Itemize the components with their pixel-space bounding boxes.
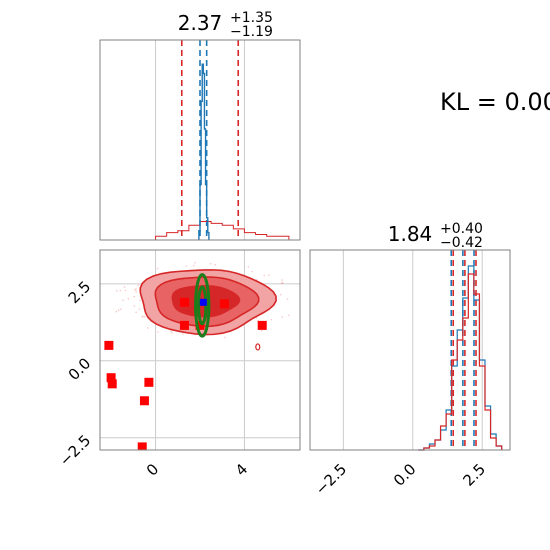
joint-sample-dot — [127, 298, 130, 300]
joint-sample-dot — [185, 265, 188, 267]
joint-sample-dot — [182, 333, 184, 335]
joint-y-tick-labels: 2.5 0.0 −2.5 — [56, 277, 94, 469]
joint-sample-dot — [251, 270, 253, 273]
joint-sample-dot — [281, 282, 283, 285]
joint-sample-dot — [134, 288, 136, 291]
right-marginal-panel: 1.84 +0.40 −0.42 −2.5 0.0 2.5 — [309, 221, 511, 499]
joint-sample-dot — [194, 261, 196, 264]
right-title-lower: −0.42 — [440, 235, 483, 251]
joint-sample-dot — [122, 299, 124, 302]
right-marginal-red-quantile-lines — [452, 250, 477, 450]
top-marginal-title: 2.37 — [178, 11, 223, 35]
joint-x-tick-0: 0 — [143, 460, 162, 479]
top-blue-histogram — [198, 63, 210, 240]
joint-y-tick-1: 0.0 — [65, 354, 95, 384]
joint-sample-dot — [138, 308, 141, 310]
joint-sample-dot — [139, 299, 141, 302]
joint-red-square-6 — [106, 373, 116, 383]
top-marginal-frame — [99, 39, 301, 241]
joint-sample-dot — [247, 266, 250, 268]
top-marginal-histograms — [122, 63, 290, 241]
joint-sample-dot — [170, 330, 172, 333]
joint-sample-dot — [124, 289, 127, 292]
joint-red-markers — [104, 297, 267, 450]
right-title-upper: +0.40 — [440, 221, 483, 237]
joint-sample-dot — [287, 314, 290, 316]
right-x-tick-2: 2.5 — [459, 460, 489, 490]
top-marginal-grid — [155, 40, 245, 240]
joint-sample-dot — [123, 286, 126, 288]
joint-sample-dot — [263, 274, 265, 277]
right-marginal-title: 1.84 — [388, 222, 433, 246]
joint-sample-dot — [192, 264, 195, 267]
joint-red-square-7 — [107, 379, 117, 389]
top-marginal-panel: 2.37 +1.35 −1.19 — [99, 10, 301, 241]
right-marginal-histograms — [418, 265, 503, 451]
joint-sample-dot — [270, 318, 273, 321]
kl-annotation: KL = 0.00 — [440, 88, 550, 116]
joint-blue-marker — [199, 298, 207, 306]
joint-green-ellipse-outer — [194, 273, 211, 338]
joint-y-tick-2: −2.5 — [56, 431, 94, 469]
right-x-tick-0: −2.5 — [312, 460, 350, 498]
top-red-histogram — [122, 221, 290, 241]
joint-red-square-0 — [179, 297, 189, 307]
joint-sample-dot — [279, 293, 282, 296]
right-marginal-grid — [342, 250, 483, 450]
joint-frame — [99, 249, 301, 451]
joint-blue-marker-square — [199, 298, 207, 306]
joint-sample-dot — [133, 305, 136, 307]
joint-sample-dot — [281, 279, 283, 281]
top-marginal-blue-quantile-lines — [199, 40, 208, 240]
joint-sample-dot — [120, 308, 122, 310]
joint-sample-dot — [209, 262, 212, 265]
joint-sample-dot — [267, 274, 270, 276]
right-x-tick-1: 0.0 — [390, 460, 420, 490]
joint-y-tick-0: 2.5 — [65, 277, 95, 307]
joint-sample-dot — [133, 295, 135, 298]
joint-sample-dot — [115, 310, 118, 313]
joint-sample-dot — [117, 309, 120, 311]
right-marginal-x-tick-labels: −2.5 0.0 2.5 — [312, 460, 489, 498]
joint-red-square-10 — [137, 442, 147, 450]
joint-red-square-9 — [139, 396, 149, 406]
joint-sample-dot — [224, 336, 226, 339]
joint-sample-dot — [171, 332, 173, 334]
joint-sample-dot — [141, 316, 144, 318]
right-title-value: 1.84 — [388, 222, 433, 246]
top-title-lower: −1.19 — [230, 24, 273, 40]
joint-sample-dot — [119, 289, 122, 292]
joint-sample-dot — [135, 288, 137, 290]
joint-sample-dot — [135, 290, 137, 293]
joint-red-square-4 — [257, 320, 267, 330]
joint-red-square-5 — [104, 340, 114, 350]
top-title-value: 2.37 — [178, 11, 223, 35]
joint-sample-dot — [157, 331, 159, 333]
joint-red-square-3 — [195, 320, 205, 330]
joint-sample-dot — [137, 284, 139, 286]
joint-contour-island — [255, 343, 261, 351]
right-red-histogram — [418, 273, 503, 451]
joint-red-square-2 — [179, 320, 189, 330]
joint-red-square-1 — [219, 299, 229, 309]
right-marginal-frame — [309, 249, 511, 451]
joint-sample-dot — [214, 263, 217, 266]
joint-sample-dot — [286, 298, 289, 300]
joint-sample-dot — [146, 327, 149, 329]
joint-sample-dot — [281, 316, 284, 318]
joint-red-square-8 — [144, 377, 154, 387]
joint-content — [104, 261, 290, 450]
joint-sample-dot — [143, 315, 146, 318]
joint-sample-dot — [260, 329, 263, 332]
top-marginal-red-quantile-lines — [180, 40, 240, 240]
joint-sample-dot — [156, 267, 159, 270]
joint-sample-dot — [135, 311, 137, 314]
top-title-upper: +1.35 — [230, 10, 273, 26]
joint-x-tick-1: 4 — [232, 460, 251, 479]
joint-sample-dot — [115, 290, 118, 292]
